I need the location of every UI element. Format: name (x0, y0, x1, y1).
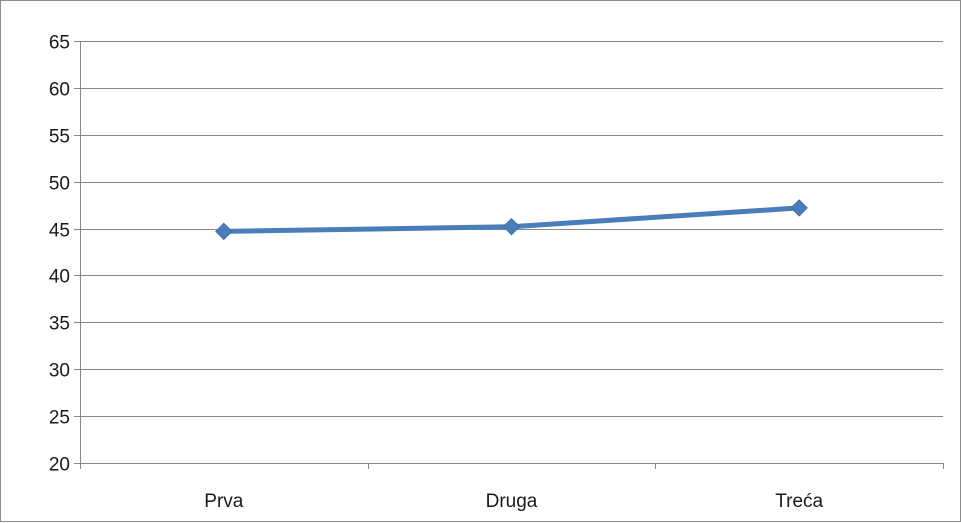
y-tick-label: 40 (49, 267, 70, 288)
y-tick-label: 60 (49, 80, 70, 101)
y-tick-label: 45 (49, 221, 70, 242)
axes (74, 41, 944, 469)
y-tick-label: 55 (49, 127, 70, 148)
y-tick-label: 25 (49, 408, 70, 429)
y-tick-label: 35 (49, 314, 70, 335)
data-point-marker (215, 222, 233, 241)
x-tick-labels: Prva Druga Treća (204, 491, 823, 512)
y-tick-label: 30 (49, 361, 70, 382)
x-tick-label: Prva (204, 491, 244, 512)
x-tick-label: Treća (775, 491, 823, 512)
series (215, 199, 808, 241)
x-tick-label: Druga (486, 491, 538, 512)
data-point-marker (790, 199, 808, 217)
y-tick-label: 50 (49, 174, 70, 195)
data-point-marker (502, 217, 521, 236)
y-tick-label: 65 (49, 33, 70, 54)
y-tick-label: 20 (49, 455, 70, 476)
y-tick-labels: 20 25 30 35 40 45 50 55 60 65 (49, 33, 70, 476)
